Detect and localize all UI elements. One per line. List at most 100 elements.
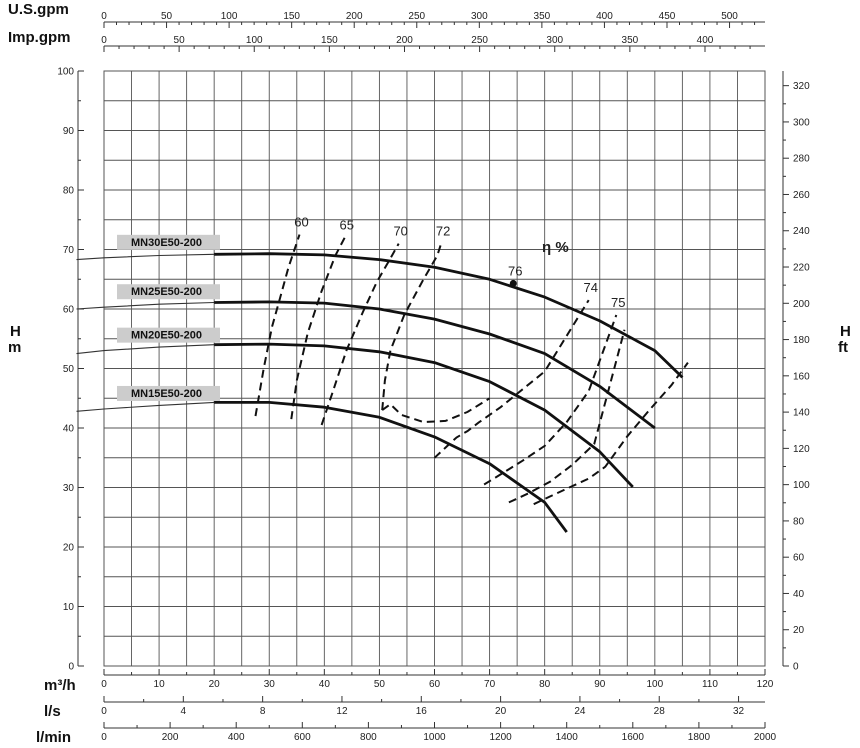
head-m-tick-label: 50 (63, 364, 75, 375)
head-ft-tick-label: 300 (793, 117, 810, 128)
model-label-box (117, 234, 220, 250)
lmin-tick-label: 600 (294, 732, 311, 743)
us-gpm-tick-label: 100 (221, 11, 238, 22)
ls-tick-label: 8 (260, 706, 266, 717)
head-ft-tick-label: 20 (793, 625, 805, 636)
pump-curve-thin-segment (76, 253, 215, 261)
head-ft-tick-label: 120 (793, 444, 810, 455)
m3h-tick-label: 90 (594, 679, 606, 690)
head-ft-tick-label: 40 (793, 589, 805, 600)
m3h-tick-label: 0 (101, 679, 107, 690)
lmin-tick-label: 1200 (489, 732, 512, 743)
efficiency-curve (483, 314, 618, 486)
us-gpm-tick-label: 250 (408, 11, 425, 22)
us-gpm-tick-label: 150 (283, 11, 300, 22)
head-m-axis-title-unit: m (8, 339, 21, 356)
efficiency-label: 60 (294, 215, 308, 230)
axes: 0102030405060708090100020406080100120140… (57, 11, 810, 743)
ls-axis-title: l/s (44, 703, 61, 720)
head-ft-tick-label: 220 (793, 263, 810, 274)
efficiency-curve (533, 362, 689, 506)
head-m-tick-label: 0 (68, 662, 74, 673)
us-gpm-tick-label: 0 (101, 11, 107, 22)
pump-curve-mn15e50-200 (214, 401, 568, 533)
lmin-tick-label: 1600 (622, 732, 645, 743)
model-label-box (117, 284, 220, 300)
head-m-tick-label: 10 (63, 602, 75, 613)
us-gpm-tick-label: 500 (721, 11, 738, 22)
efficiency-label: 74 (583, 280, 597, 295)
imp-gpm-tick-label: 350 (622, 35, 639, 46)
head-ft-axis-title-unit: ft (838, 339, 848, 356)
imp-gpm-tick-label: 150 (321, 35, 338, 46)
head-ft-tick-label: 100 (793, 480, 810, 491)
m3h-tick-label: 50 (374, 679, 386, 690)
m3h-tick-label: 40 (319, 679, 331, 690)
us-gpm-tick-label: 50 (161, 11, 173, 22)
efficiency-curve (290, 237, 346, 420)
m3h-tick-label: 110 (702, 679, 718, 690)
pump-curve-mn30e50-200 (214, 252, 684, 379)
pump-curve-thin-segment (76, 344, 215, 355)
efficiency-curve (320, 243, 400, 426)
head-m-tick-label: 90 (63, 126, 75, 137)
efficiency-label: 65 (339, 218, 353, 233)
ls-tick-label: 16 (416, 706, 428, 717)
efficiency-curve (381, 397, 491, 424)
pump-curve-mn25e50-200 (214, 300, 656, 430)
model-label: MN15E50-200 (131, 388, 202, 400)
head-ft-tick-label: 160 (793, 371, 810, 382)
ls-tick-label: 28 (654, 706, 666, 717)
efficiency-label: 70 (393, 224, 407, 239)
m3h-tick-label: 10 (154, 679, 166, 690)
us-gpm-tick-label: 300 (471, 11, 488, 22)
imp-gpm-tick-label: 100 (246, 35, 263, 46)
us-gpm-axis-title: U.S.gpm (8, 1, 69, 18)
head-ft-axis-title-h: H (840, 323, 851, 340)
us-gpm-tick-label: 200 (346, 11, 363, 22)
imp-gpm-tick-label: 300 (546, 35, 563, 46)
lmin-tick-label: 0 (101, 732, 107, 743)
efficiency-curve (433, 299, 590, 459)
model-label: MN30E50-200 (131, 237, 202, 249)
imp-gpm-tick-label: 50 (174, 35, 186, 46)
m3h-tick-label: 70 (484, 679, 496, 690)
efficiency-label: 72 (436, 224, 450, 239)
pump-curve-thin-segment (76, 301, 215, 310)
us-gpm-tick-label: 350 (534, 11, 551, 22)
model-label: MN25E50-200 (131, 286, 202, 298)
efficiency-point (509, 279, 517, 287)
m3h-tick-label: 80 (539, 679, 551, 690)
lmin-tick-label: 2000 (754, 732, 777, 743)
imp-gpm-tick-label: 0 (101, 35, 107, 46)
ls-tick-label: 12 (336, 706, 348, 717)
head-m-tick-label: 70 (63, 245, 75, 256)
pump-curve-thin-segment (76, 401, 215, 412)
ls-tick-label: 32 (733, 706, 745, 717)
head-ft-tick-label: 60 (793, 553, 805, 564)
head-ft-tick-label: 280 (793, 154, 810, 165)
efficiency-label: 75 (611, 295, 625, 310)
head-ft-tick-label: 320 (793, 81, 810, 92)
efficiency-curve (254, 234, 301, 417)
grid (103, 70, 766, 667)
ls-tick-label: 4 (181, 706, 187, 717)
lmin-tick-label: 1800 (688, 732, 711, 743)
head-ft-tick-label: 200 (793, 299, 810, 310)
pump-curves (76, 252, 684, 533)
imp-gpm-axis-title: Imp.gpm (8, 29, 71, 46)
lmin-axis-title: l/min (36, 729, 71, 746)
head-m-tick-label: 100 (57, 67, 74, 78)
model-label: MN20E50-200 (131, 330, 202, 342)
lmin-tick-label: 1000 (423, 732, 446, 743)
head-ft-tick-label: 260 (793, 190, 810, 201)
us-gpm-tick-label: 400 (596, 11, 613, 22)
model-label-box (117, 385, 220, 401)
lmin-tick-label: 200 (162, 732, 179, 743)
head-m-tick-label: 60 (63, 305, 75, 316)
head-ft-tick-label: 240 (793, 226, 810, 237)
m3h-tick-label: 30 (264, 679, 276, 690)
head-m-tick-label: 20 (63, 543, 75, 554)
m3h-tick-label: 60 (429, 679, 441, 690)
